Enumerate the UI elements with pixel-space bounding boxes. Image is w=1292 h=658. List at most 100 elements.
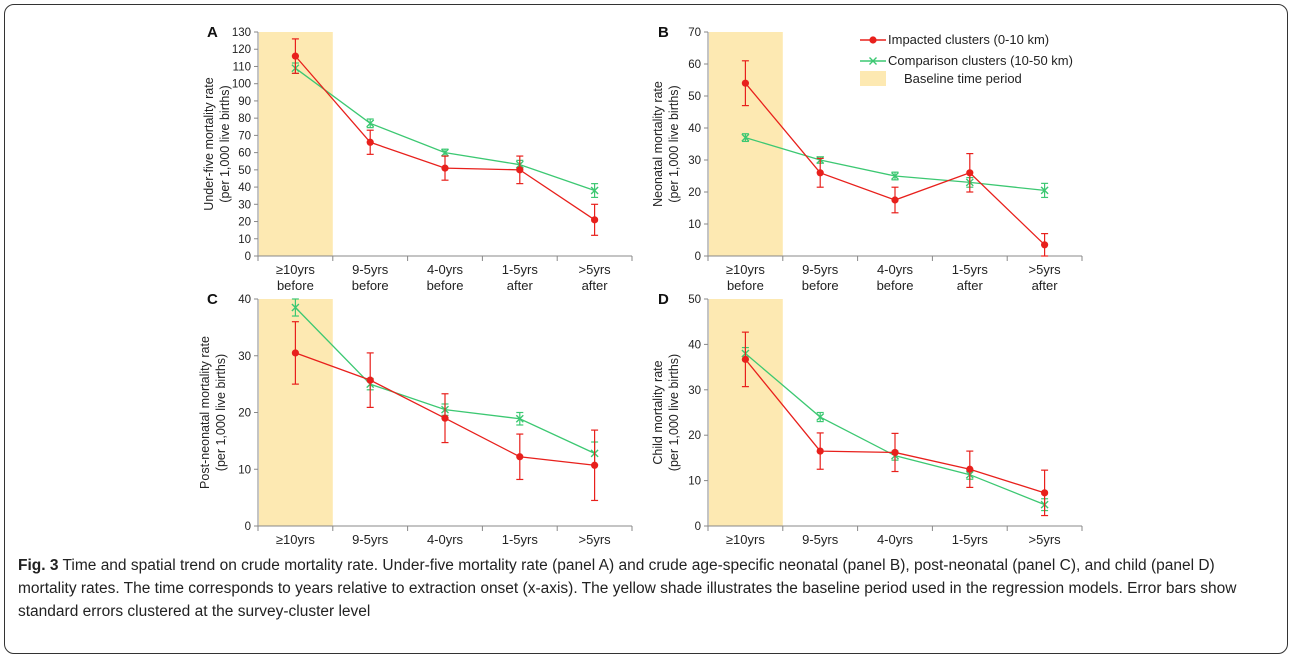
- y-tick-label: 20: [238, 408, 251, 420]
- y-tick-label: 40: [688, 339, 701, 351]
- x-tick-label: before: [277, 278, 314, 293]
- panel-b: 010203040506070≥10yrsbefore9-5yrsbefore4…: [651, 24, 1083, 293]
- x-tick-label: after: [582, 278, 609, 293]
- y-tick-label: 40: [238, 182, 251, 194]
- x-tick-label: after: [957, 278, 984, 293]
- x-tick-label: 4-0yrs: [427, 532, 464, 547]
- y-tick-label: 110: [233, 61, 251, 73]
- x-tick-label: >5yrs: [579, 262, 612, 277]
- x-tick-label: ≥10yrs: [726, 262, 765, 277]
- y-tick-label: 130: [232, 27, 251, 39]
- x-tick-label: ≥10yrs: [276, 262, 315, 277]
- comparison-series-line: [745, 136, 1045, 192]
- x-tick-label: before: [352, 548, 389, 550]
- x-tick-label: before: [427, 548, 464, 550]
- x-tick-label: before: [802, 548, 839, 550]
- x-tick-label: before: [877, 278, 914, 293]
- x-tick-label: ≥10yrs: [276, 532, 315, 547]
- panel-label: C: [207, 291, 218, 308]
- comparison-series-line: [744, 352, 1045, 506]
- y-tick-label: 20: [688, 187, 701, 199]
- impacted-point: [816, 447, 824, 455]
- impacted-point: [516, 453, 524, 461]
- impacted-point: [441, 414, 449, 422]
- caption-fig-label: Fig. 3: [18, 557, 59, 574]
- y-tick-label: 10: [688, 219, 701, 231]
- x-tick-label: 1-5yrs: [952, 262, 989, 277]
- impacted-point: [366, 376, 374, 384]
- legend-impacted-label: Impacted clusters (0-10 km): [888, 32, 1049, 47]
- impacted-point: [1041, 489, 1049, 497]
- impacted-series-line: [744, 82, 1046, 246]
- y-tick-label: 30: [688, 155, 701, 167]
- y-axis-label: Child mortality rate: [651, 360, 665, 464]
- x-tick-label: 9-5yrs: [802, 262, 839, 277]
- x-tick-label: 1-5yrs: [502, 262, 539, 277]
- y-tick-label: 20: [238, 217, 251, 229]
- impacted-point: [966, 465, 974, 473]
- legend-impacted-marker: [869, 36, 877, 44]
- panel-d: 01020304050≥10yrsbefore9-5yrsbefore4-0yr…: [651, 291, 1083, 550]
- figure-charts: 0102030405060708090100110120130≥10yrsbef…: [198, 24, 1083, 550]
- impacted-point: [291, 349, 299, 357]
- y-tick-label: 60: [238, 148, 251, 160]
- panel-label: A: [207, 24, 218, 41]
- x-tick-label: after: [507, 548, 534, 550]
- y-tick-label: 0: [695, 251, 701, 263]
- caption-text: Time and spatial trend on crude mortalit…: [18, 557, 1237, 620]
- x-tick-label: 1-5yrs: [502, 532, 539, 547]
- y-tick-label: 80: [238, 113, 251, 125]
- x-tick-label: after: [1032, 278, 1059, 293]
- y-tick-label: 60: [688, 59, 701, 71]
- impacted-point: [741, 79, 750, 87]
- comparison-point: [1040, 186, 1049, 195]
- figure-caption: Fig. 3 Time and spatial trend on crude m…: [18, 554, 1273, 623]
- panel-c: 010203040≥10yrsbefore9-5yrsbefore4-0yrsb…: [198, 291, 633, 550]
- y-tick-label: 50: [688, 91, 701, 103]
- y-tick-label: 50: [688, 294, 701, 306]
- panel-a: 0102030405060708090100110120130≥10yrsbef…: [202, 24, 633, 293]
- legend-baseline-swatch: [860, 71, 886, 86]
- y-axis-label: (per 1,000 live births): [218, 85, 232, 202]
- legend-baseline-label: Baseline time period: [904, 71, 1022, 86]
- impacted-point: [891, 196, 899, 204]
- impacted-series-line: [294, 55, 595, 221]
- figure-frame: [4, 4, 1288, 654]
- y-tick-label: 10: [688, 476, 701, 488]
- x-tick-label: 9-5yrs: [352, 262, 389, 277]
- x-tick-label: before: [727, 548, 764, 550]
- y-axis-label: Under-five mortality rate: [202, 77, 216, 210]
- y-tick-label: 90: [238, 96, 251, 108]
- x-tick-label: after: [957, 548, 984, 550]
- x-tick-label: 9-5yrs: [802, 532, 839, 547]
- x-tick-label: after: [1032, 548, 1059, 550]
- y-axis-label: Neonatal mortality rate: [651, 81, 665, 207]
- comparison-point: [741, 133, 750, 142]
- impacted-point: [291, 52, 299, 60]
- x-tick-label: >5yrs: [579, 532, 612, 547]
- impacted-point: [516, 166, 524, 174]
- legend-comparison-label: Comparison clusters (10-50 km): [888, 53, 1073, 68]
- x-tick-label: 4-0yrs: [427, 262, 464, 277]
- comparison-point: [891, 172, 899, 180]
- x-tick-label: 4-0yrs: [877, 532, 914, 547]
- x-tick-label: before: [352, 278, 389, 293]
- y-tick-label: 70: [688, 27, 701, 39]
- x-tick-label: before: [727, 278, 764, 293]
- y-tick-label: 10: [238, 464, 251, 476]
- comparison-point: [441, 148, 449, 157]
- impacted-point: [366, 138, 374, 146]
- y-tick-label: 0: [245, 251, 251, 263]
- y-tick-label: 0: [695, 521, 701, 533]
- comparison-point: [515, 414, 524, 423]
- legend: Impacted clusters (0-10 km) Comparison cl…: [860, 32, 1073, 86]
- y-tick-label: 70: [238, 130, 251, 142]
- y-tick-label: 0: [245, 521, 251, 533]
- y-axis-label: Post-neonatal mortality rate: [198, 336, 212, 489]
- x-tick-label: before: [877, 548, 914, 550]
- impacted-point: [591, 216, 599, 224]
- impacted-point: [1041, 241, 1049, 249]
- y-tick-label: 30: [688, 385, 701, 397]
- x-tick-label: >5yrs: [1029, 532, 1062, 547]
- x-tick-label: after: [507, 278, 534, 293]
